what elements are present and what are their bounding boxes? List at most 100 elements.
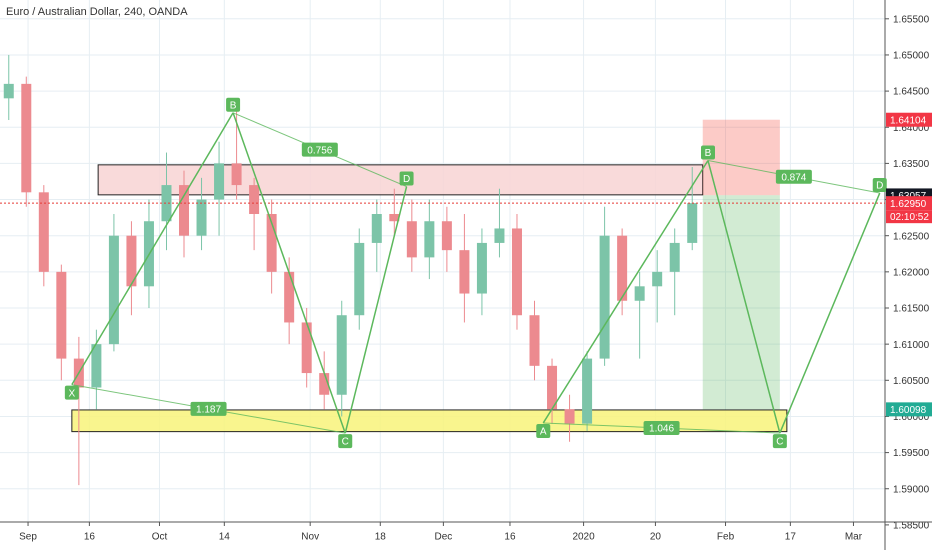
- candle-body: [3, 83, 14, 99]
- pattern-leg: [542, 160, 709, 424]
- candle-body: [634, 286, 645, 301]
- y-tick-label: 1.65000: [893, 51, 930, 62]
- pattern-leg: [707, 160, 781, 434]
- point-label: C: [342, 437, 349, 448]
- y-tick-label: 1.63500: [893, 159, 930, 170]
- ratio-box: [775, 169, 812, 184]
- countdown-bg: [886, 210, 932, 224]
- stop-price-tag-bg: [886, 112, 932, 127]
- y-tick-label: 1.61000: [893, 340, 930, 351]
- point-label: D: [876, 181, 883, 192]
- y-tick-label: 1.59000: [893, 484, 930, 495]
- candle-body: [389, 214, 400, 222]
- ratio-box: [301, 142, 338, 157]
- point-label: D: [403, 174, 410, 185]
- target-price-tag: 1.60098: [890, 405, 927, 416]
- candle-body: [284, 271, 295, 323]
- candle-body: [669, 242, 680, 272]
- candle-body: [406, 221, 417, 258]
- point-label: B: [705, 148, 712, 159]
- y-tick-label: 1.59500: [893, 448, 930, 459]
- point-box: [772, 434, 787, 449]
- candle-body: [529, 315, 540, 366]
- point-box: [872, 178, 887, 193]
- y-tick-label: 1.58500: [893, 521, 930, 532]
- ratio-label: 0.756: [307, 145, 332, 156]
- x-tick-label: 16: [504, 532, 516, 543]
- y-tick-label: 1.61500: [893, 304, 930, 315]
- candle-body: [108, 235, 119, 345]
- chart-title: Euro / Australian Dollar, 240, OANDA: [6, 6, 188, 18]
- x-tick-label: Mar: [845, 532, 863, 543]
- candle-body: [582, 358, 593, 424]
- candle-body: [459, 250, 470, 294]
- y-tick-label: 1.62000: [893, 267, 930, 278]
- candle-body: [617, 235, 628, 301]
- target-zone: [702, 195, 780, 410]
- last-price-tag-bg: [886, 196, 932, 211]
- candle-body: [494, 228, 505, 243]
- point-box: [64, 385, 79, 400]
- y-tick-label: 1.64000: [893, 123, 930, 134]
- point-box: [701, 145, 715, 160]
- point-label: A: [540, 427, 547, 438]
- candle-body: [126, 235, 137, 287]
- last-price-tag: 1.62950: [890, 199, 927, 210]
- x-tick-label: 20: [650, 532, 662, 543]
- candle-body: [196, 199, 207, 236]
- candle-body: [319, 373, 330, 395]
- stop-price-tag: 1.64104: [890, 115, 927, 126]
- x-tick-label: Feb: [717, 532, 735, 543]
- candle-body: [687, 203, 698, 243]
- candle-body: [599, 235, 610, 359]
- pattern-leg: [71, 112, 234, 386]
- point-box: [226, 97, 241, 112]
- candle-body: [547, 365, 558, 410]
- x-tick-label: Sep: [19, 532, 37, 543]
- point-box: [399, 171, 414, 186]
- ratio-box: [190, 401, 227, 416]
- pattern-leg: [232, 112, 346, 434]
- y-tick-label: 1.60000: [893, 412, 930, 423]
- ratio-label: 1.046: [649, 424, 674, 435]
- candle-body: [161, 185, 172, 222]
- candle-body: [214, 163, 225, 200]
- stop-zone: [702, 119, 780, 196]
- candle-body: [249, 185, 260, 215]
- candle-body: [301, 322, 312, 374]
- x-tick-label: 17: [785, 532, 797, 543]
- y-tick-label: 1.60500: [893, 376, 930, 387]
- y-tick-label: 1.65500: [893, 14, 930, 25]
- candle-body: [424, 221, 435, 258]
- point-label: X: [69, 388, 76, 399]
- candle-body: [511, 228, 522, 316]
- target-price-tag-bg: [886, 402, 932, 417]
- candle-body: [476, 242, 487, 294]
- countdown: 02:10:52: [890, 212, 929, 223]
- x-tick-label: 2020: [572, 532, 595, 543]
- candle-body: [336, 315, 347, 395]
- ratio-label: 1.187: [196, 404, 221, 415]
- x-tick-label: Nov: [301, 532, 319, 543]
- pattern-leg: [344, 186, 408, 434]
- x-tick-label: 16: [84, 532, 96, 543]
- point-box: [338, 434, 353, 449]
- y-tick-label: 1.62500: [893, 231, 930, 242]
- point-box: [536, 423, 551, 438]
- ratio-label: 0.874: [781, 172, 806, 183]
- candle-body: [652, 271, 663, 287]
- candle-body: [564, 409, 575, 424]
- candle-body: [371, 214, 382, 243]
- y-tick-label: 1.64500: [893, 87, 930, 98]
- x-tick-label: Oct: [152, 532, 168, 543]
- x-tick-label: Dec: [434, 532, 452, 543]
- candle-body: [21, 83, 32, 193]
- candle-body: [179, 185, 190, 236]
- candle-body: [38, 192, 49, 272]
- candle-body: [441, 221, 452, 251]
- x-tick-label: 18: [375, 532, 387, 543]
- ratio-box: [643, 421, 680, 436]
- x-tick-label: 14: [219, 532, 231, 543]
